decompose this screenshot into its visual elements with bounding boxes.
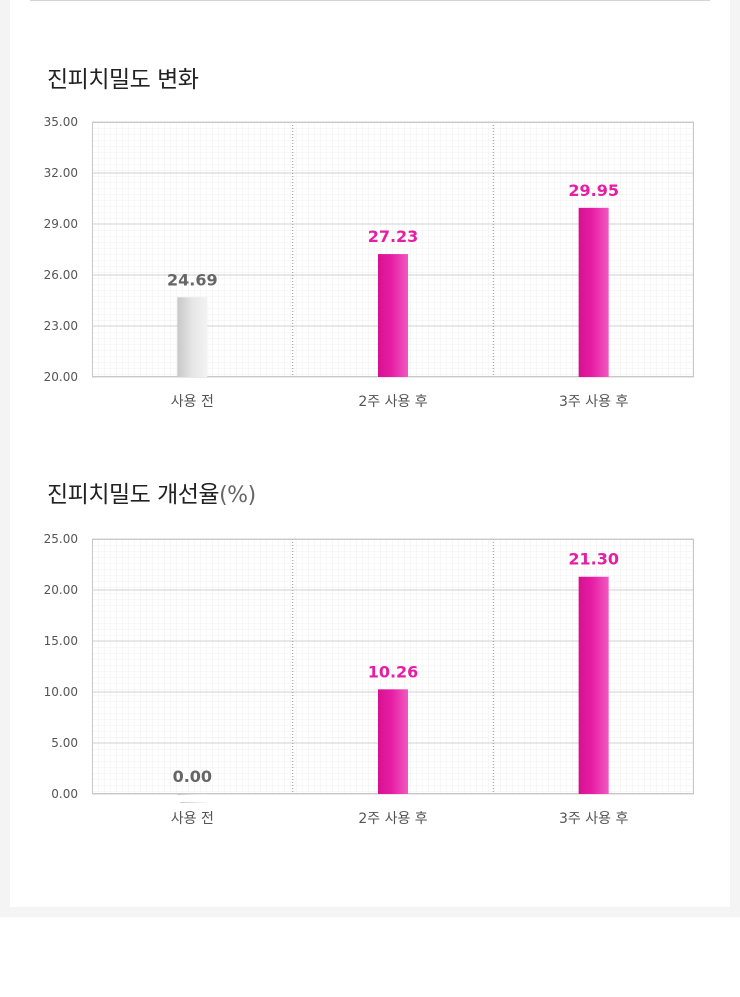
data-label: 24.69 [167, 270, 218, 289]
data-label: 27.23 [368, 227, 419, 246]
data-label: 21.30 [568, 550, 619, 569]
data-label: 29.95 [568, 181, 619, 200]
y-tick-label: 32.00 [44, 166, 78, 180]
bar [378, 689, 408, 794]
bar-chart-density-change: 20.00 23.00 26.00 29.00 32.00 35.00 24.69 사용 전 2… [44, 115, 694, 410]
y-tick-label: 5.00 [51, 736, 78, 750]
data-label: 10.26 [368, 662, 419, 681]
y-tick-label: 26.00 [44, 268, 78, 282]
chart-title-text: 진피치밀도 개선율 [47, 482, 220, 508]
y-tick-label: 23.00 [44, 319, 78, 333]
x-category-label: 2주 사용 후 [358, 811, 427, 827]
bar [578, 207, 609, 377]
y-tick-label: 20.00 [44, 370, 78, 384]
y-tick-label: 20.00 [44, 583, 78, 597]
top-divider [30, 0, 710, 1]
x-category-label: 사용 전 [171, 394, 214, 410]
footer-area [0, 917, 740, 997]
y-tick-label: 25.00 [44, 532, 78, 546]
y-tick-label: 29.00 [44, 217, 78, 231]
x-category-label: 3주 사용 후 [559, 811, 628, 827]
x-category-label: 2주 사용 후 [358, 394, 427, 410]
bar [578, 576, 609, 794]
bar-shadow [180, 802, 211, 803]
bar [177, 794, 208, 795]
y-tick-label: 10.00 [44, 685, 78, 699]
chart-title-suffix: (%) [219, 483, 256, 508]
y-tick-label: 0.00 [51, 787, 78, 801]
y-tick-label: 15.00 [44, 634, 78, 648]
chart-title-text: 진피치밀도 변화 [47, 67, 199, 93]
bar [177, 297, 208, 377]
y-tick-label: 35.00 [44, 115, 78, 129]
bar [378, 254, 408, 377]
x-category-label: 사용 전 [171, 811, 214, 827]
bar-chart-improvement-rate: 0.00 5.00 10.00 15.00 20.00 25.00 0.00 사용 전 10.2… [44, 532, 694, 827]
data-label: 0.00 [173, 767, 212, 786]
chart-title-improvement-rate: 진피치밀도 개선율(%) [47, 475, 256, 509]
chart-title-density-change: 진피치밀도 변화 [47, 60, 199, 94]
x-category-label: 3주 사용 후 [559, 394, 628, 410]
